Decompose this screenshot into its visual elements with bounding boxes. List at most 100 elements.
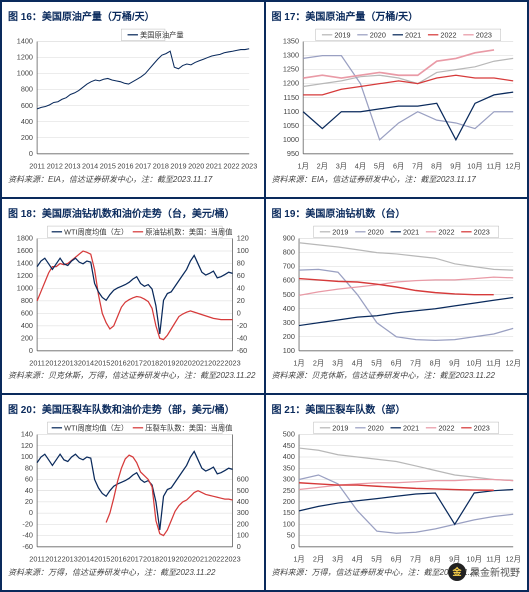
chart-17-cell: 图 17：美国原油产量（万桶/天） 9501000105011001150120… bbox=[265, 1, 529, 198]
chart-21-title: 图 21：美国压裂车队数（部） bbox=[272, 399, 522, 420]
chart-18-svg: 0-60200-40400-20600080020100040120060140… bbox=[8, 224, 258, 370]
svg-text:3月: 3月 bbox=[332, 554, 343, 563]
svg-text:800: 800 bbox=[21, 296, 33, 305]
svg-text:2月: 2月 bbox=[316, 161, 327, 170]
svg-text:2014: 2014 bbox=[82, 161, 98, 170]
svg-text:100: 100 bbox=[237, 246, 249, 255]
svg-text:2017: 2017 bbox=[127, 358, 143, 367]
svg-text:2023: 2023 bbox=[473, 423, 489, 432]
svg-text:WTI周度均值（左）: WTI周度均值（左） bbox=[64, 423, 128, 432]
svg-text:2012: 2012 bbox=[47, 161, 63, 170]
svg-text:100: 100 bbox=[282, 345, 294, 354]
svg-text:12月: 12月 bbox=[505, 161, 520, 170]
svg-text:9月: 9月 bbox=[449, 358, 460, 367]
svg-text:2020: 2020 bbox=[367, 227, 383, 236]
svg-text:350: 350 bbox=[282, 463, 294, 472]
svg-text:2017: 2017 bbox=[127, 554, 143, 563]
svg-text:60: 60 bbox=[25, 475, 33, 484]
svg-text:-40: -40 bbox=[22, 531, 33, 540]
svg-text:4月: 4月 bbox=[354, 161, 365, 170]
chart-16-title: 图 16：美国原油产量（万桶/天） bbox=[8, 6, 258, 27]
svg-text:8月: 8月 bbox=[429, 358, 440, 367]
svg-text:2018: 2018 bbox=[143, 358, 159, 367]
svg-text:80: 80 bbox=[237, 258, 245, 267]
svg-text:700: 700 bbox=[282, 261, 294, 270]
svg-text:2023: 2023 bbox=[241, 161, 257, 170]
svg-text:0: 0 bbox=[290, 542, 294, 551]
svg-text:1300: 1300 bbox=[282, 51, 298, 60]
svg-text:6月: 6月 bbox=[392, 161, 403, 170]
svg-text:2012: 2012 bbox=[45, 358, 61, 367]
svg-text:250: 250 bbox=[282, 486, 294, 495]
svg-text:20: 20 bbox=[25, 497, 33, 506]
svg-text:0: 0 bbox=[29, 508, 33, 517]
svg-text:-60: -60 bbox=[22, 542, 33, 551]
chart-21-svg: 0501001502002503003504004505001月2月3月4月5月… bbox=[272, 420, 522, 566]
svg-text:1600: 1600 bbox=[17, 246, 33, 255]
svg-text:100: 100 bbox=[282, 520, 294, 529]
svg-text:1200: 1200 bbox=[17, 53, 33, 62]
chart-19-title: 图 19：美国原油钻机数（台） bbox=[272, 203, 522, 224]
svg-text:120: 120 bbox=[21, 441, 33, 450]
svg-text:40: 40 bbox=[25, 486, 33, 495]
chart-17-title: 图 17：美国原油产量（万桶/天） bbox=[272, 6, 522, 27]
svg-text:300: 300 bbox=[237, 508, 249, 517]
svg-text:1350: 1350 bbox=[282, 37, 298, 46]
svg-text:1200: 1200 bbox=[17, 271, 33, 280]
report-page: 图 16：美国原油产量（万桶/天） 0200400600800100012001… bbox=[0, 0, 529, 592]
chart-17-svg: 950100010501100115012001250130013501月2月3… bbox=[272, 27, 522, 173]
svg-text:200: 200 bbox=[21, 333, 33, 342]
svg-text:1000: 1000 bbox=[17, 69, 33, 78]
svg-text:800: 800 bbox=[282, 247, 294, 256]
svg-text:600: 600 bbox=[282, 275, 294, 284]
svg-text:950: 950 bbox=[286, 149, 298, 158]
svg-text:2019: 2019 bbox=[170, 161, 186, 170]
svg-text:2023: 2023 bbox=[224, 554, 240, 563]
svg-text:2月: 2月 bbox=[312, 554, 323, 563]
svg-text:2022: 2022 bbox=[438, 227, 454, 236]
chart-19-svg: 1002003004005006007008009001月2月3月4月5月6月7… bbox=[272, 224, 522, 370]
svg-text:140: 140 bbox=[21, 430, 33, 439]
svg-text:2018: 2018 bbox=[153, 161, 169, 170]
svg-text:200: 200 bbox=[282, 497, 294, 506]
svg-text:2021: 2021 bbox=[402, 227, 418, 236]
svg-text:100: 100 bbox=[237, 531, 249, 540]
svg-text:1100: 1100 bbox=[283, 107, 299, 116]
svg-text:7月: 7月 bbox=[410, 358, 421, 367]
svg-text:7月: 7月 bbox=[410, 554, 421, 563]
svg-text:0: 0 bbox=[237, 308, 241, 317]
svg-text:100: 100 bbox=[21, 452, 33, 461]
svg-text:2020: 2020 bbox=[367, 423, 383, 432]
chart-18-source: 资料来源：贝克休斯，万得，信达证券研发中心，注：截至2023.11.22 bbox=[8, 369, 258, 391]
svg-text:50: 50 bbox=[286, 531, 294, 540]
svg-text:500: 500 bbox=[237, 486, 249, 495]
svg-text:2020: 2020 bbox=[176, 358, 192, 367]
chart-grid: 图 16：美国原油产量（万桶/天） 0200400600800100012001… bbox=[1, 1, 528, 591]
chart-19-source: 资料来源：贝克休斯，信达证券研发中心，注：截至2023.11.22 bbox=[272, 369, 522, 391]
svg-text:800: 800 bbox=[21, 85, 33, 94]
svg-text:2013: 2013 bbox=[64, 161, 80, 170]
svg-text:-40: -40 bbox=[237, 333, 248, 342]
svg-text:600: 600 bbox=[237, 475, 249, 484]
chart-20-source: 资料来源：万得，信达证券研发中心，注：截至2023.11.22 bbox=[8, 566, 258, 588]
chart-19-cell: 图 19：美国原油钻机数（台） 100200300400500600700800… bbox=[265, 198, 529, 395]
svg-text:1月: 1月 bbox=[297, 161, 308, 170]
svg-text:6月: 6月 bbox=[390, 554, 401, 563]
svg-text:2011: 2011 bbox=[29, 161, 45, 170]
chart-16-source: 资料来源：EIA，信达证券研发中心，注：截至2023.11.17 bbox=[8, 173, 258, 195]
svg-text:2023: 2023 bbox=[224, 358, 240, 367]
svg-text:2015: 2015 bbox=[94, 554, 110, 563]
svg-text:1000: 1000 bbox=[282, 135, 298, 144]
svg-text:450: 450 bbox=[282, 441, 294, 450]
svg-text:2015: 2015 bbox=[100, 161, 116, 170]
svg-text:7月: 7月 bbox=[412, 161, 423, 170]
svg-text:2020: 2020 bbox=[176, 554, 192, 563]
svg-text:200: 200 bbox=[282, 331, 294, 340]
svg-text:200: 200 bbox=[237, 520, 249, 529]
svg-text:1月: 1月 bbox=[293, 554, 304, 563]
svg-text:2021: 2021 bbox=[192, 554, 208, 563]
svg-text:2023: 2023 bbox=[473, 227, 489, 236]
svg-text:0: 0 bbox=[237, 542, 241, 551]
svg-text:2019: 2019 bbox=[334, 30, 350, 39]
svg-text:5月: 5月 bbox=[373, 161, 384, 170]
